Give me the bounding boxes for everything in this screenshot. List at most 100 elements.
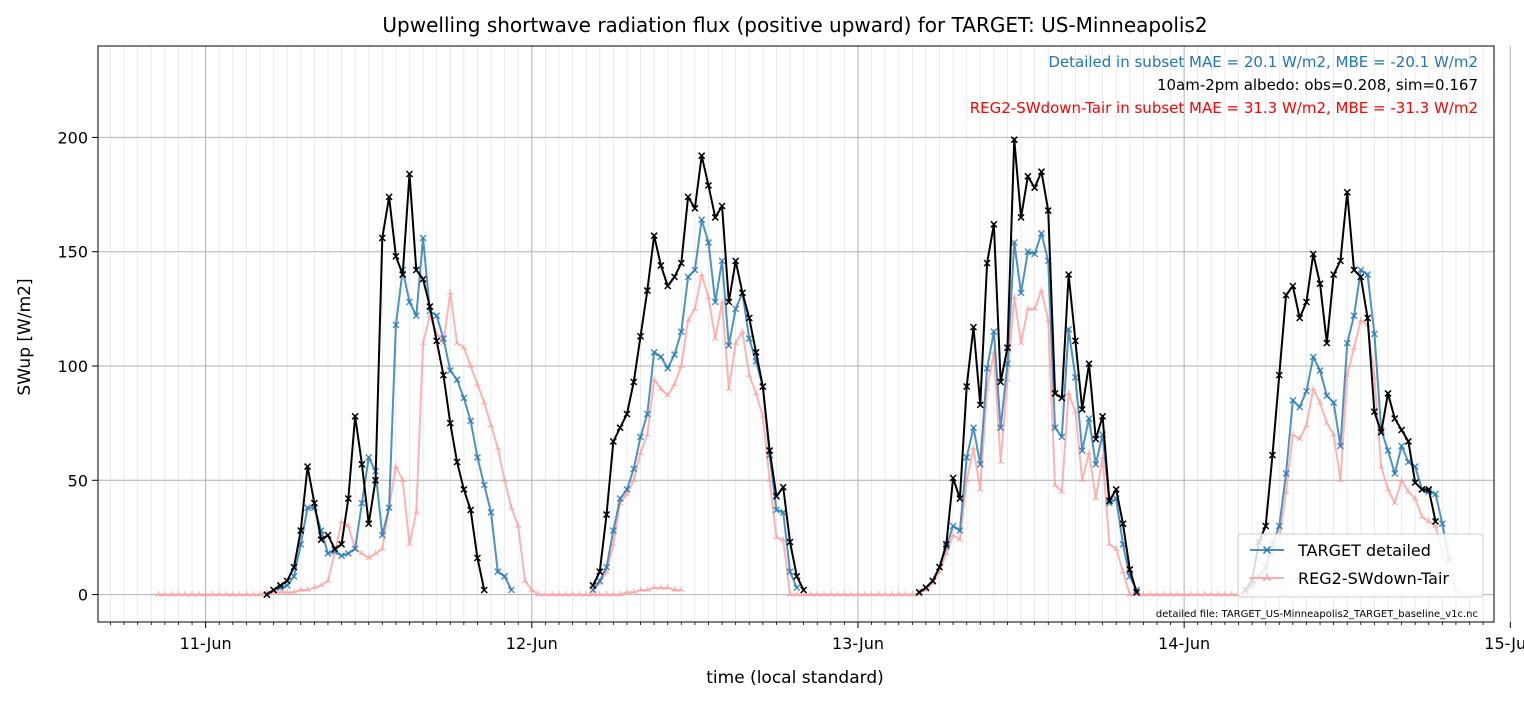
data-point <box>820 591 828 597</box>
x-axis: 11-Jun 12-Jun 13-Jun 14-Jun 15-Jun <box>110 622 1524 653</box>
data-point <box>929 577 937 585</box>
data-point <box>161 591 169 597</box>
data-point <box>650 584 658 590</box>
data-point <box>1398 476 1405 483</box>
data-point <box>1391 499 1399 506</box>
data-point <box>1302 298 1310 306</box>
series-line <box>592 154 805 591</box>
data-point <box>1404 458 1412 466</box>
data-point <box>1438 520 1446 528</box>
data-point <box>1425 517 1433 524</box>
data-point <box>1398 426 1406 434</box>
data-point <box>1432 490 1440 498</box>
data-point <box>596 577 604 585</box>
data-point <box>358 460 366 468</box>
data-point <box>508 504 515 510</box>
data-point <box>1309 353 1317 361</box>
legend-label-target-detailed: TARGET detailed <box>1297 541 1431 560</box>
data-point <box>1058 488 1066 494</box>
data-point <box>1078 447 1086 455</box>
data-point <box>542 591 549 597</box>
data-point <box>636 433 645 441</box>
data-point <box>1058 394 1066 402</box>
data-point <box>1343 339 1351 347</box>
data-point <box>650 232 658 240</box>
data-point <box>1038 287 1045 293</box>
data-point <box>412 266 420 274</box>
data-point <box>603 563 611 571</box>
data-point <box>474 380 481 387</box>
y-tick-label: 50 <box>68 471 88 490</box>
data-point <box>997 424 1005 432</box>
data-point <box>677 259 685 267</box>
data-point <box>480 399 488 405</box>
data-point <box>494 568 502 576</box>
data-point <box>589 591 597 597</box>
data-point <box>168 591 176 597</box>
data-point <box>963 383 971 391</box>
data-point <box>949 522 957 530</box>
data-point <box>772 506 780 514</box>
data-point <box>399 476 407 483</box>
data-point <box>1418 513 1426 520</box>
x-axis-label: time (local standard) <box>706 668 884 688</box>
data-point <box>1112 485 1120 493</box>
data-point <box>976 485 984 492</box>
data-point <box>772 492 780 500</box>
data-point <box>664 364 672 372</box>
data-point <box>1031 305 1038 312</box>
data-point <box>616 424 624 432</box>
data-point <box>1180 591 1188 597</box>
data-point <box>671 380 678 387</box>
data-point <box>487 508 495 516</box>
data-point <box>841 591 848 597</box>
data-point <box>467 362 474 369</box>
data-point <box>290 572 298 580</box>
data-point <box>507 586 515 594</box>
chart-title: Upwelling shortwave radiation flux (posi… <box>382 13 1207 37</box>
data-point <box>1051 389 1059 397</box>
data-point <box>317 536 325 544</box>
data-point <box>881 591 889 597</box>
data-point <box>1010 136 1018 144</box>
data-point <box>1106 540 1113 547</box>
data-point <box>684 273 692 281</box>
data-point <box>392 463 400 469</box>
y-axis: 0 50 100 150 200 <box>57 128 98 605</box>
data-point <box>256 591 264 597</box>
data-point <box>365 453 373 461</box>
data-point <box>677 586 685 593</box>
data-point <box>1398 442 1406 450</box>
data-point <box>1350 266 1358 274</box>
data-point <box>1031 250 1039 258</box>
data-point <box>1214 591 1222 597</box>
data-point <box>1105 497 1113 505</box>
data-point <box>569 591 576 597</box>
data-point <box>698 216 706 224</box>
data-point <box>983 364 991 372</box>
data-point <box>1296 435 1303 442</box>
data-point <box>657 584 665 590</box>
data-point <box>1282 469 1290 477</box>
data-point <box>739 328 746 334</box>
data-point <box>1377 463 1385 469</box>
data-point <box>1296 403 1304 411</box>
data-point <box>1316 399 1324 405</box>
footnote-file: detailed file: TARGET_US-Minneapolis2_TA… <box>1156 609 1478 620</box>
data-point <box>786 591 794 597</box>
data-point <box>304 586 311 593</box>
data-point <box>677 328 685 336</box>
data-point <box>1316 367 1324 375</box>
data-point <box>243 591 250 597</box>
data-point <box>1357 273 1365 281</box>
data-point <box>1432 517 1440 525</box>
data-point <box>1316 280 1324 288</box>
data-point <box>868 591 875 597</box>
data-point <box>1228 591 1236 597</box>
data-point <box>752 348 760 356</box>
data-point <box>949 474 957 482</box>
data-point <box>270 586 278 594</box>
data-point <box>1207 591 1215 597</box>
data-point <box>623 410 631 418</box>
data-point <box>1309 385 1317 392</box>
